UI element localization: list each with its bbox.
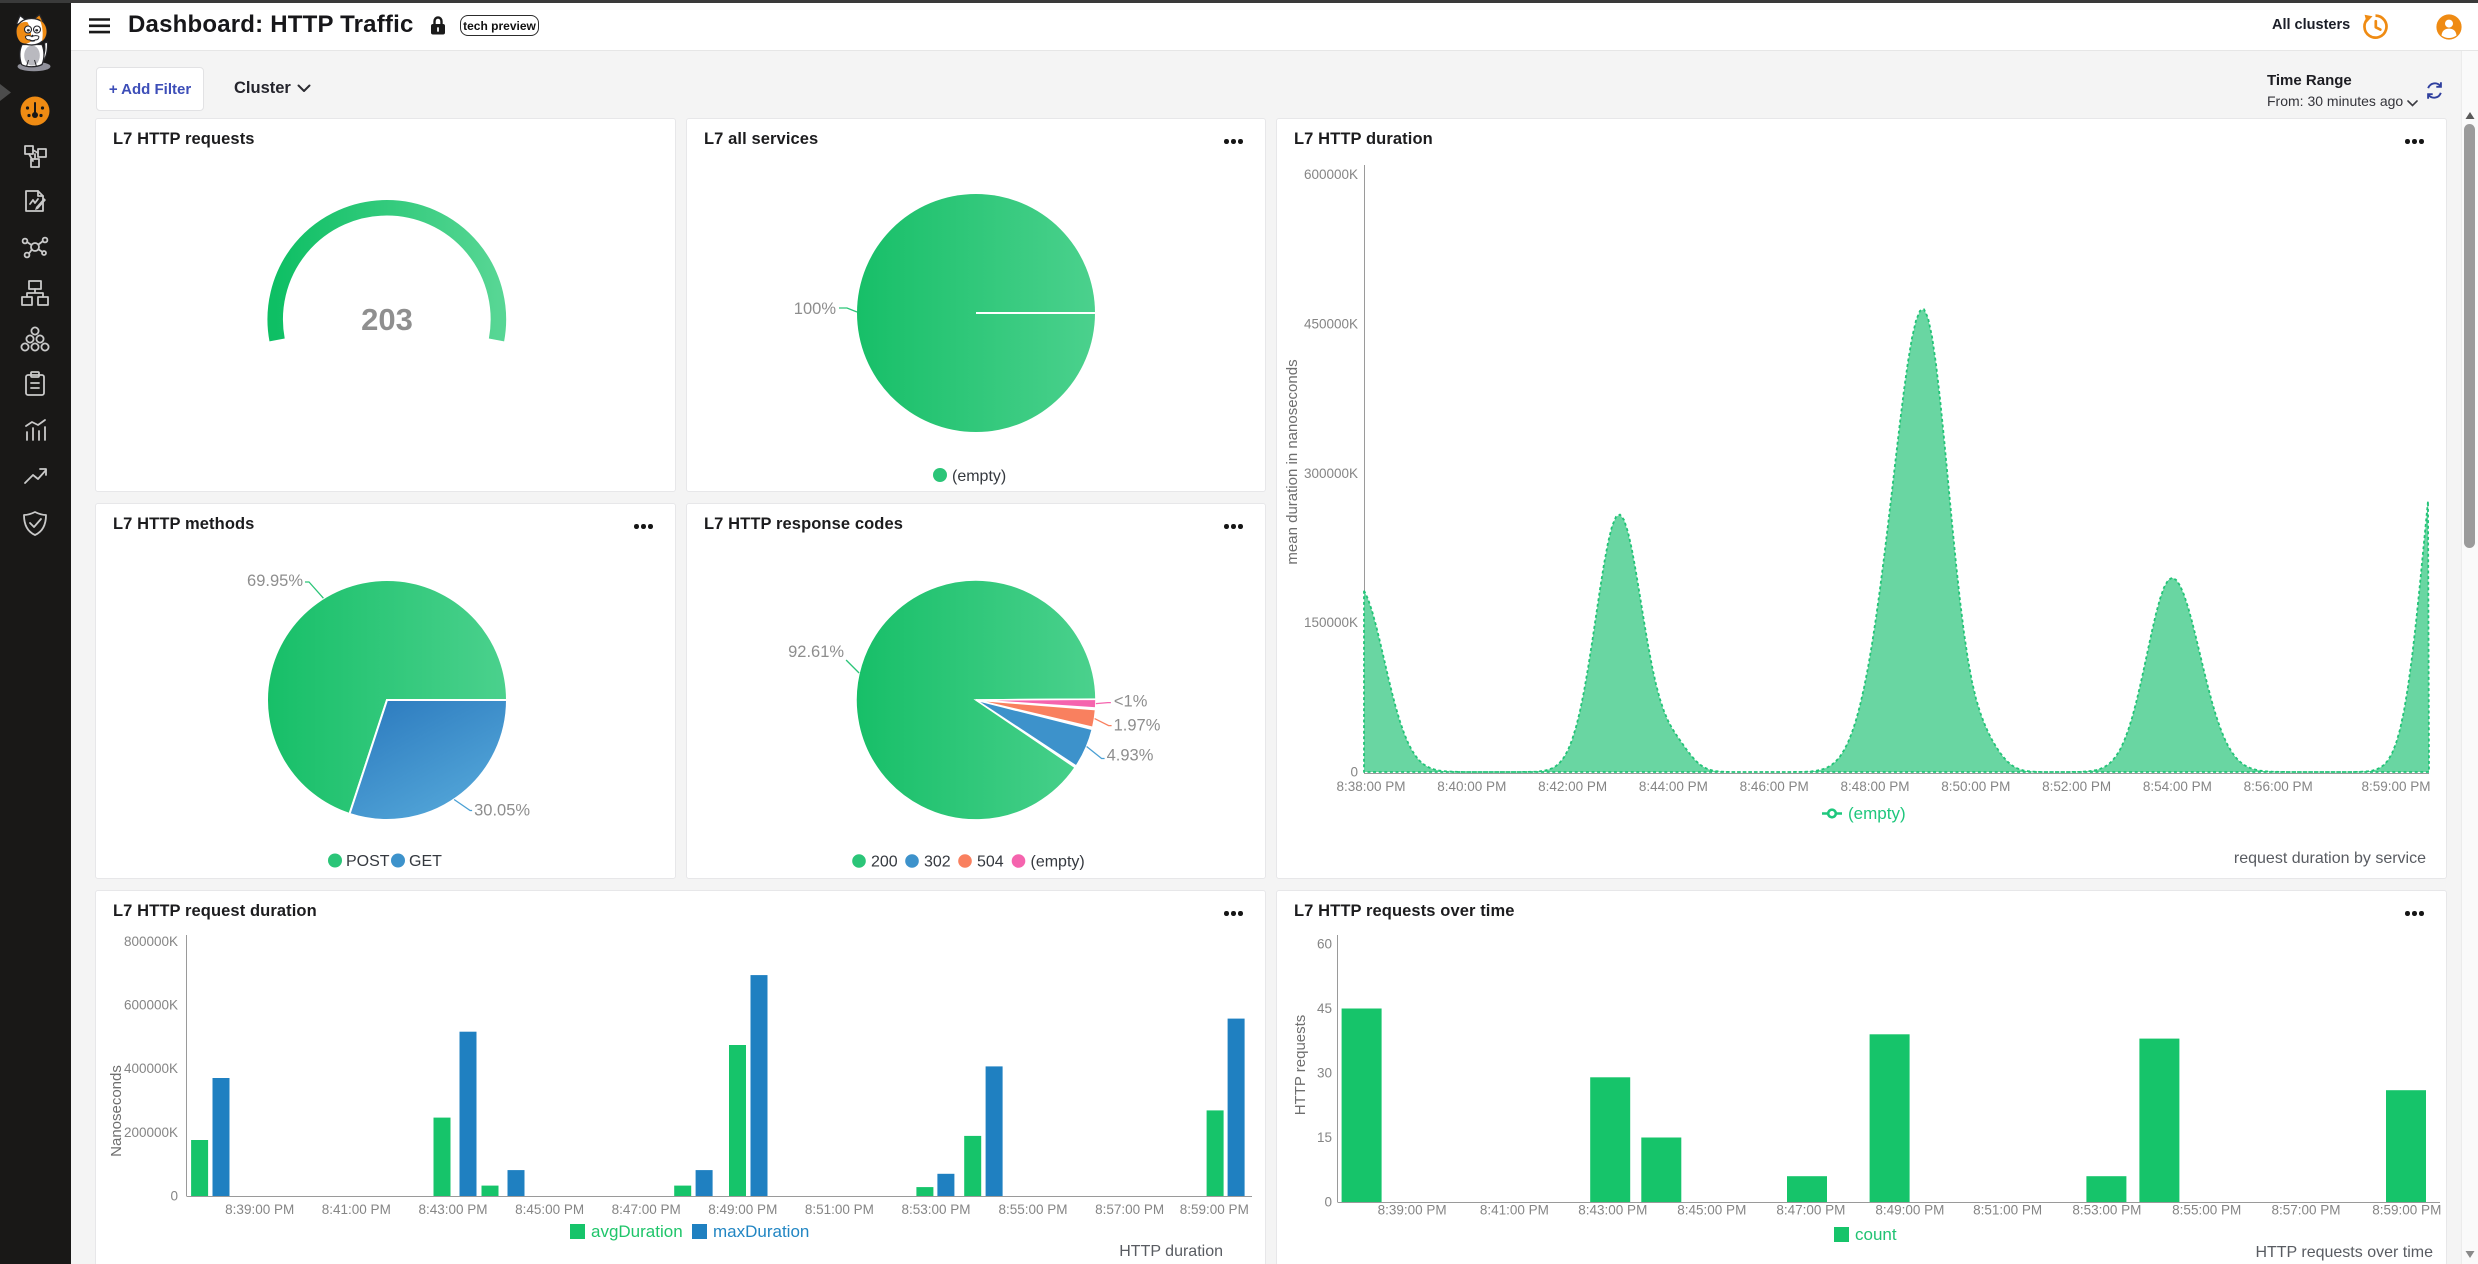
svg-text:8:39:00 PM: 8:39:00 PM	[1378, 1203, 1447, 1218]
svg-text:8:44:00 PM: 8:44:00 PM	[1639, 779, 1708, 794]
svg-text:POST: POST	[346, 853, 390, 870]
svg-text:200: 200	[871, 854, 898, 871]
svg-text:8:53:00 PM: 8:53:00 PM	[901, 1202, 970, 1217]
svg-text:8:59:00 PM: 8:59:00 PM	[2372, 1203, 2441, 1218]
svg-text:1.97%: 1.97%	[1114, 717, 1161, 735]
svg-text:8:55:00 PM: 8:55:00 PM	[2172, 1203, 2241, 1218]
svg-text:8:43:00 PM: 8:43:00 PM	[1578, 1203, 1647, 1218]
svg-text:HTTP requests: HTTP requests	[1292, 1015, 1309, 1116]
svg-text:8:51:00 PM: 8:51:00 PM	[1973, 1203, 2042, 1218]
svg-text:8:40:00 PM: 8:40:00 PM	[1437, 779, 1506, 794]
svg-text:4.93%: 4.93%	[1107, 747, 1154, 765]
svg-text:600000K: 600000K	[1304, 167, 1358, 182]
svg-text:203: 203	[361, 302, 413, 337]
svg-text:8:54:00 PM: 8:54:00 PM	[2143, 779, 2212, 794]
svg-text:30.05%: 30.05%	[474, 802, 530, 820]
svg-text:8:51:00 PM: 8:51:00 PM	[805, 1202, 874, 1217]
svg-text:8:45:00 PM: 8:45:00 PM	[1677, 1203, 1746, 1218]
svg-text:8:57:00 PM: 8:57:00 PM	[1095, 1202, 1164, 1217]
svg-text:8:39:00 PM: 8:39:00 PM	[225, 1202, 294, 1217]
svg-text:8:59:00 PM: 8:59:00 PM	[2361, 779, 2430, 794]
svg-text:Nanoseconds: Nanoseconds	[108, 1065, 125, 1157]
svg-text:8:43:00 PM: 8:43:00 PM	[418, 1202, 487, 1217]
svg-text:avgDuration: avgDuration	[591, 1222, 683, 1241]
svg-text:60: 60	[1317, 937, 1332, 952]
svg-text:8:47:00 PM: 8:47:00 PM	[612, 1202, 681, 1217]
svg-text:8:57:00 PM: 8:57:00 PM	[2271, 1203, 2340, 1218]
svg-text:0: 0	[170, 1189, 178, 1204]
svg-text:800000K: 800000K	[124, 934, 178, 949]
svg-text:8:52:00 PM: 8:52:00 PM	[2042, 779, 2111, 794]
svg-text:(empty): (empty)	[1848, 804, 1906, 823]
svg-text:8:49:00 PM: 8:49:00 PM	[1875, 1203, 1944, 1218]
svg-text:maxDuration: maxDuration	[713, 1222, 809, 1241]
svg-text:400000K: 400000K	[124, 1061, 178, 1076]
svg-text:0: 0	[1350, 765, 1358, 780]
svg-text:302: 302	[924, 854, 951, 871]
svg-text:GET: GET	[409, 853, 442, 870]
svg-text:15: 15	[1317, 1130, 1332, 1145]
svg-text:(empty): (empty)	[952, 468, 1006, 485]
svg-text:69.95%: 69.95%	[247, 572, 303, 590]
svg-text:8:46:00 PM: 8:46:00 PM	[1740, 779, 1809, 794]
svg-text:mean duration in nanoseconds: mean duration in nanoseconds	[1284, 359, 1301, 564]
svg-text:8:47:00 PM: 8:47:00 PM	[1776, 1203, 1845, 1218]
svg-text:8:59:00 PM: 8:59:00 PM	[1180, 1202, 1249, 1217]
svg-text:8:45:00 PM: 8:45:00 PM	[515, 1202, 584, 1217]
svg-text:45: 45	[1317, 1001, 1332, 1016]
svg-text:8:42:00 PM: 8:42:00 PM	[1538, 779, 1607, 794]
svg-text:8:41:00 PM: 8:41:00 PM	[322, 1202, 391, 1217]
svg-text:92.61%: 92.61%	[788, 643, 844, 661]
svg-text:600000K: 600000K	[124, 998, 178, 1013]
svg-text:count: count	[1855, 1225, 1897, 1244]
svg-text:8:56:00 PM: 8:56:00 PM	[2244, 779, 2313, 794]
svg-text:8:49:00 PM: 8:49:00 PM	[708, 1202, 777, 1217]
svg-text:<1%: <1%	[1114, 693, 1148, 711]
svg-text:8:48:00 PM: 8:48:00 PM	[1840, 779, 1909, 794]
svg-text:0: 0	[1324, 1195, 1332, 1210]
svg-text:8:50:00 PM: 8:50:00 PM	[1941, 779, 2010, 794]
svg-text:8:53:00 PM: 8:53:00 PM	[2072, 1203, 2141, 1218]
svg-text:30: 30	[1317, 1066, 1332, 1081]
svg-text:300000K: 300000K	[1304, 466, 1358, 481]
svg-text:200000K: 200000K	[124, 1125, 178, 1140]
svg-text:450000K: 450000K	[1304, 316, 1358, 331]
svg-text:504: 504	[977, 854, 1004, 871]
svg-text:8:55:00 PM: 8:55:00 PM	[998, 1202, 1067, 1217]
svg-text:150000K: 150000K	[1304, 615, 1358, 630]
svg-text:8:38:00 PM: 8:38:00 PM	[1336, 779, 1405, 794]
svg-text:8:41:00 PM: 8:41:00 PM	[1480, 1203, 1549, 1218]
svg-text:(empty): (empty)	[1031, 854, 1085, 871]
svg-text:100%: 100%	[794, 300, 837, 318]
